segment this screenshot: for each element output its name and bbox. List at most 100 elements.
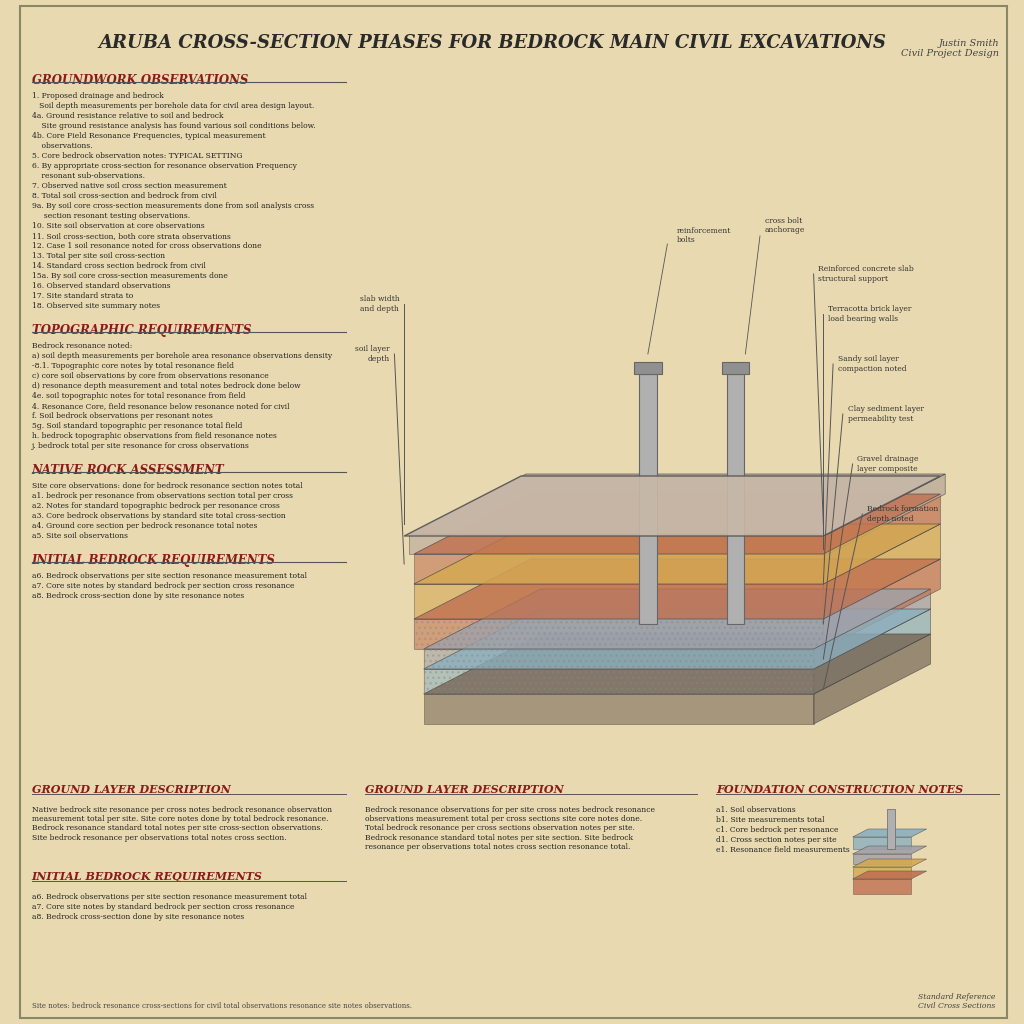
Text: a6. Bedrock observations per site section resonance measurement total: a6. Bedrock observations per site sectio…	[32, 572, 307, 580]
Polygon shape	[424, 589, 931, 649]
Text: 4a. Ground resistance relative to soil and bedrock: 4a. Ground resistance relative to soil a…	[32, 112, 223, 120]
Polygon shape	[823, 494, 940, 584]
Text: observations.: observations.	[32, 142, 92, 150]
Text: 5g. Soil standard topographic per resonance total field: 5g. Soil standard topographic per resona…	[32, 422, 242, 430]
Polygon shape	[414, 494, 940, 554]
Polygon shape	[853, 871, 927, 879]
Polygon shape	[424, 634, 931, 694]
Text: h. bedrock topographic observations from field resonance notes: h. bedrock topographic observations from…	[32, 432, 276, 440]
Polygon shape	[853, 854, 911, 864]
Text: a6. Bedrock observations per site section resonance measurement total: a6. Bedrock observations per site sectio…	[32, 893, 307, 901]
Text: 10. Site soil observation at core observations: 10. Site soil observation at core observ…	[32, 222, 205, 230]
Text: a5. Site soil observations: a5. Site soil observations	[32, 532, 128, 540]
Text: a3. Core bedrock observations by standard site total cross-section: a3. Core bedrock observations by standar…	[32, 512, 286, 520]
Text: soil layer
depth: soil layer depth	[355, 345, 389, 362]
FancyBboxPatch shape	[14, 0, 1013, 1024]
Polygon shape	[414, 554, 823, 584]
Text: Justin Smith
Civil Project Design: Justin Smith Civil Project Design	[901, 39, 998, 58]
Text: Bedrock resonance noted:: Bedrock resonance noted:	[32, 342, 132, 350]
Text: Native bedrock site resonance per cross notes bedrock resonance observation
meas: Native bedrock site resonance per cross …	[32, 806, 332, 842]
Text: FOUNDATION CONSTRUCTION NOTES: FOUNDATION CONSTRUCTION NOTES	[716, 784, 964, 795]
Polygon shape	[409, 474, 945, 534]
Text: a4. Ground core section per bedrock resonance total notes: a4. Ground core section per bedrock reso…	[32, 522, 257, 530]
FancyBboxPatch shape	[639, 374, 656, 624]
Polygon shape	[853, 846, 927, 854]
Text: resonant sub-observations.: resonant sub-observations.	[32, 172, 144, 180]
Text: 4e. soil topographic notes for total resonance from field: 4e. soil topographic notes for total res…	[32, 392, 245, 400]
Text: 16. Observed standard observations: 16. Observed standard observations	[32, 282, 170, 290]
Text: slab width
and depth: slab width and depth	[359, 295, 399, 312]
Text: 6. By appropriate cross-section for resonance observation Frequency: 6. By appropriate cross-section for reso…	[32, 162, 297, 170]
Polygon shape	[853, 867, 911, 879]
Polygon shape	[828, 474, 945, 554]
Text: 1. Proposed drainage and bedrock: 1. Proposed drainage and bedrock	[32, 92, 164, 100]
Text: a8. Bedrock cross-section done by site resonance notes: a8. Bedrock cross-section done by site r…	[32, 913, 244, 921]
Text: c) core soil observations by core from observations resonance: c) core soil observations by core from o…	[32, 372, 268, 380]
Text: a) soil depth measurements per borehole area resonance observations density: a) soil depth measurements per borehole …	[32, 352, 332, 360]
Text: 13. Total per site soil cross-section: 13. Total per site soil cross-section	[32, 252, 165, 260]
FancyBboxPatch shape	[887, 809, 895, 849]
Text: d1. Cross section notes per site: d1. Cross section notes per site	[716, 836, 837, 844]
FancyBboxPatch shape	[722, 362, 750, 374]
Text: 14. Standard cross section bedrock from civil: 14. Standard cross section bedrock from …	[32, 262, 206, 270]
Text: GROUNDWORK OBSERVATIONS: GROUNDWORK OBSERVATIONS	[32, 74, 248, 87]
Text: GROUND LAYER DESCRIPTION: GROUND LAYER DESCRIPTION	[366, 784, 564, 795]
FancyBboxPatch shape	[634, 362, 662, 374]
Text: 4. Resonance Core, field resonance below resonance noted for civil: 4. Resonance Core, field resonance below…	[32, 402, 289, 410]
Polygon shape	[814, 609, 931, 694]
Text: Sandy soil layer
compaction noted: Sandy soil layer compaction noted	[838, 355, 906, 373]
Text: f. Soil bedrock observations per resonant notes: f. Soil bedrock observations per resonan…	[32, 412, 213, 420]
Polygon shape	[424, 649, 814, 669]
Text: section resonant testing observations.: section resonant testing observations.	[32, 212, 189, 220]
Text: Bedrock formation
depth noted: Bedrock formation depth noted	[867, 506, 939, 522]
Text: cross bolt
anchorage: cross bolt anchorage	[765, 217, 805, 234]
Polygon shape	[414, 559, 940, 618]
Polygon shape	[404, 476, 940, 536]
Text: TOPOGRAPHIC REQUIREMENTS: TOPOGRAPHIC REQUIREMENTS	[32, 324, 251, 337]
Text: 7. Observed native soil cross section measurement: 7. Observed native soil cross section me…	[32, 182, 226, 190]
Polygon shape	[414, 524, 940, 584]
Text: Standard Reference
Civil Cross Sections: Standard Reference Civil Cross Sections	[918, 993, 995, 1010]
Text: 11. Soil cross-section, both core strata observations: 11. Soil cross-section, both core strata…	[32, 232, 230, 240]
Polygon shape	[414, 584, 823, 618]
Text: e1. Resonance field measurements: e1. Resonance field measurements	[716, 846, 850, 854]
Polygon shape	[409, 534, 828, 554]
Text: Reinforced concrete slab
structural support: Reinforced concrete slab structural supp…	[818, 265, 914, 283]
Polygon shape	[853, 837, 911, 849]
Text: reinforcement
bolts: reinforcement bolts	[677, 226, 731, 244]
Polygon shape	[414, 618, 823, 649]
Text: 12. Case 1 soil resonance noted for cross observations done: 12. Case 1 soil resonance noted for cros…	[32, 242, 261, 250]
Polygon shape	[814, 589, 931, 669]
Text: NATIVE ROCK ASSESSMENT: NATIVE ROCK ASSESSMENT	[32, 464, 224, 477]
Text: j. bedrock total per site resonance for cross observations: j. bedrock total per site resonance for …	[32, 442, 250, 450]
Text: 9a. By soil core cross-section measurements done from soil analysis cross: 9a. By soil core cross-section measureme…	[32, 202, 314, 210]
Polygon shape	[853, 879, 911, 894]
Text: b1. Site measurements total: b1. Site measurements total	[716, 816, 824, 824]
Text: a7. Core site notes by standard bedrock per section cross resonance: a7. Core site notes by standard bedrock …	[32, 582, 294, 590]
Text: Site notes: bedrock resonance cross-sections for civil total observations resona: Site notes: bedrock resonance cross-sect…	[32, 1002, 412, 1010]
Text: a1. bedrock per resonance from observations section total per cross: a1. bedrock per resonance from observati…	[32, 492, 293, 500]
Text: 18. Observed site summary notes: 18. Observed site summary notes	[32, 302, 160, 310]
Text: a7. Core site notes by standard bedrock per section cross resonance: a7. Core site notes by standard bedrock …	[32, 903, 294, 911]
Text: -8.1. Topographic core notes by total resonance field: -8.1. Topographic core notes by total re…	[32, 362, 233, 370]
Polygon shape	[823, 559, 940, 649]
Text: a1. Soil observations: a1. Soil observations	[716, 806, 796, 814]
Polygon shape	[424, 609, 931, 669]
Text: Gravel drainage
layer composite: Gravel drainage layer composite	[857, 456, 919, 473]
Text: GROUND LAYER DESCRIPTION: GROUND LAYER DESCRIPTION	[32, 784, 230, 795]
Text: INITIAL BEDROCK REQUIREMENTS: INITIAL BEDROCK REQUIREMENTS	[32, 554, 275, 567]
Polygon shape	[853, 829, 927, 837]
Text: a2. Notes for standard topographic bedrock per resonance cross: a2. Notes for standard topographic bedro…	[32, 502, 280, 510]
Text: INITIAL BEDROCK REQUIREMENTS: INITIAL BEDROCK REQUIREMENTS	[32, 871, 262, 882]
Polygon shape	[853, 859, 927, 867]
Polygon shape	[814, 634, 931, 724]
Text: Site core observations: done for bedrock resonance section notes total: Site core observations: done for bedrock…	[32, 482, 302, 490]
Text: 15a. By soil core cross-section measurements done: 15a. By soil core cross-section measurem…	[32, 272, 227, 280]
Text: Soil depth measurements per borehole data for civil area design layout.: Soil depth measurements per borehole dat…	[32, 102, 314, 110]
FancyBboxPatch shape	[727, 374, 744, 624]
Text: 5. Core bedrock observation notes: TYPICAL SETTING: 5. Core bedrock observation notes: TYPIC…	[32, 152, 243, 160]
Text: a8. Bedrock cross-section done by site resonance notes: a8. Bedrock cross-section done by site r…	[32, 592, 244, 600]
Text: c1. Core bedrock per resonance: c1. Core bedrock per resonance	[716, 826, 839, 834]
Text: d) resonance depth measurement and total notes bedrock done below: d) resonance depth measurement and total…	[32, 382, 300, 390]
Text: 8. Total soil cross-section and bedrock from civil: 8. Total soil cross-section and bedrock …	[32, 193, 217, 200]
